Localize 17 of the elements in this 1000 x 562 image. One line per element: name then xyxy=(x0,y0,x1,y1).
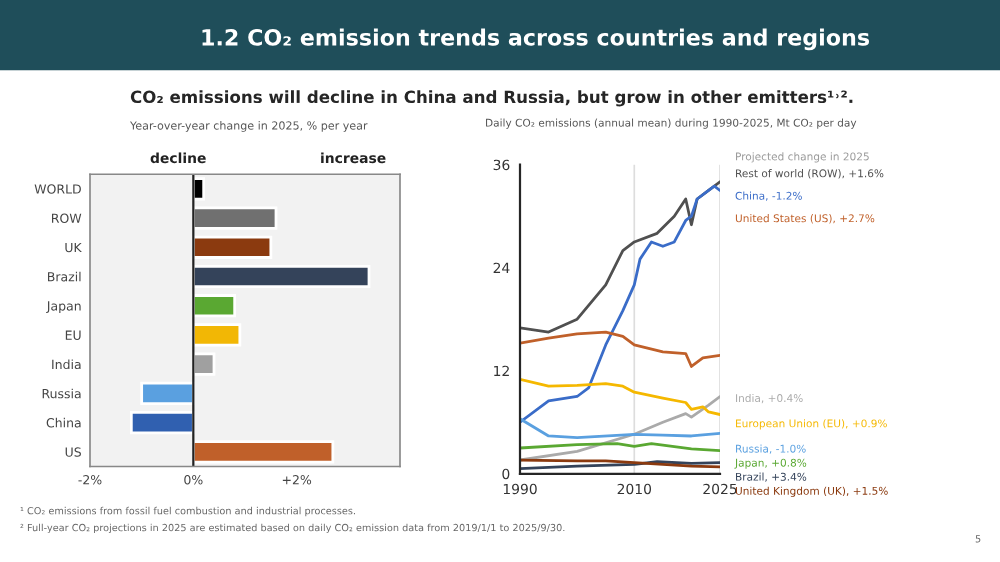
line-series xyxy=(520,395,720,462)
bar xyxy=(191,294,237,318)
text: 1.2 CO₂ emission trends across countries and regions xyxy=(202,28,870,51)
text: CO₂ emissions will decline in China and Russia, but grow in other emitters¹˒². xyxy=(130,90,853,107)
bar xyxy=(191,235,273,259)
line-series xyxy=(520,417,720,440)
line-series xyxy=(520,377,720,416)
bar xyxy=(191,323,242,347)
line-series xyxy=(520,180,720,334)
bar xyxy=(140,381,195,406)
bar xyxy=(191,264,371,289)
line-series xyxy=(520,184,720,424)
bar xyxy=(191,352,216,376)
bar xyxy=(191,206,278,230)
line-series xyxy=(520,330,720,368)
bar xyxy=(191,440,335,464)
bar xyxy=(129,411,195,435)
